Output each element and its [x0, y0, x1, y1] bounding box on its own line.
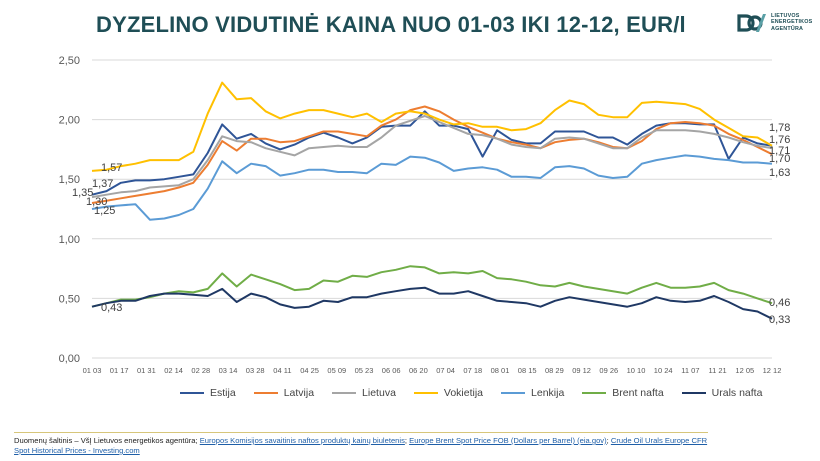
x-tick-label: 11 21	[708, 366, 726, 375]
legend-swatch	[253, 391, 278, 395]
x-tick-label: 06 06	[382, 366, 401, 375]
x-tick-label: 07 18	[463, 366, 482, 375]
start-data-label: 1,30	[86, 196, 107, 208]
x-tick-label: 01 03	[83, 366, 102, 375]
end-data-label: 1,76	[769, 134, 790, 146]
legend-label: Lenkija	[531, 387, 565, 399]
start-data-label: 1,25	[94, 205, 115, 217]
series-line-vokietija	[91, 81, 773, 172]
x-tick-label: 04 25	[300, 366, 319, 375]
x-tick-label: 08 15	[518, 366, 537, 375]
legend-swatch	[413, 391, 438, 395]
end-data-label: 1,63	[769, 167, 790, 179]
legend-swatch	[501, 391, 526, 395]
x-tick-label: 05 23	[355, 366, 374, 375]
legend-item: Vokietija	[413, 387, 484, 399]
end-data-label: 1,78	[769, 122, 790, 134]
legend-item: Lenkija	[501, 387, 564, 399]
start-data-label: 1,35	[72, 187, 93, 199]
line-chart: 0,00 0,50 1,00 1,50 2,00 2,50 01 03 01 17 01 31 0…	[59, 55, 791, 375]
end-data-label: 1,70	[769, 153, 790, 165]
x-tick-label: 08 01	[491, 366, 510, 375]
series-line-latvija	[91, 105, 773, 204]
legend-item: Latvija	[253, 387, 315, 399]
legend-label: Lietuva	[362, 387, 396, 399]
legend-item: Brent nafta	[582, 387, 664, 399]
legend-item: Urals nafta	[681, 387, 763, 399]
start-data-label: 1,37	[92, 178, 113, 190]
x-tick-label: 10 10	[627, 366, 646, 375]
legend-swatch	[582, 391, 607, 395]
logo-line-3: AGENTŪRA	[771, 25, 804, 32]
source-note: Duomenų šaltinis – VšĮ Lietuvos energeti…	[14, 436, 714, 456]
legend-swatch	[332, 391, 357, 395]
source-separator: ;	[606, 436, 611, 445]
source-link-brent[interactable]: Europe Brent Spot Price FOB (Dollars per…	[409, 436, 607, 445]
y-tick-label: 0,50	[59, 293, 80, 305]
end-data-label: 1,71	[769, 145, 790, 157]
source-link-urals[interactable]: Crude Oil Urals Europe CFR Spot Historic…	[14, 436, 708, 455]
agency-logo: LIETUVOS ENERGETIKOS AGENTŪRA	[736, 10, 816, 36]
x-tick-label: 06 20	[409, 366, 428, 375]
x-tick-label: 02 28	[191, 366, 210, 375]
legend-label: Brent nafta	[612, 387, 664, 399]
series-line-brent-nafta	[91, 265, 773, 308]
x-tick-label: 02 14	[164, 366, 183, 375]
legend-label: Latvija	[283, 387, 315, 399]
y-tick-label: 0,00	[59, 353, 80, 365]
x-tick-label: 09 12	[572, 366, 591, 375]
x-tick-label: 01 17	[110, 366, 129, 375]
source-link-ec-bulletin[interactable]: Europos Komisijos savaitinis naftos prod…	[199, 436, 405, 445]
x-tick-label: 01 31	[137, 366, 156, 375]
logo-mark-icon	[737, 14, 766, 32]
source-prefix: Duomenų šaltinis – VšĮ Lietuvos energeti…	[14, 436, 200, 445]
y-tick-label: 2,00	[59, 115, 80, 127]
end-data-label: 0,33	[769, 314, 790, 326]
legend-swatch	[681, 391, 706, 395]
legend-item: Estija	[180, 387, 236, 399]
y-tick-label: 1,50	[59, 174, 80, 186]
x-tick-label: 11 07	[681, 366, 699, 375]
x-tick-label: 03 14	[219, 366, 238, 375]
legend-label: Urals nafta	[711, 387, 763, 399]
source-divider	[14, 432, 708, 433]
x-tick-label: 08 29	[545, 366, 564, 375]
series-line-urals-nafta	[91, 286, 773, 320]
source-separator: ;	[404, 436, 410, 445]
y-tick-label: 1,00	[59, 234, 80, 246]
x-tick-label: 04 11	[273, 366, 291, 375]
y-tick-label: 2,50	[59, 55, 80, 67]
logo-text: LIETUVOS ENERGETIKOS AGENTŪRA	[771, 13, 812, 32]
chart-title: DYZELINO VIDUTINĖ KAINA NUO 01-03 IKI 12…	[96, 12, 686, 37]
end-data-label: 0,46	[769, 297, 790, 309]
x-tick-label: 07 04	[436, 366, 455, 375]
legend-item: Lietuva	[332, 387, 396, 399]
legend-swatch	[180, 391, 204, 395]
x-tick-label: 12 12	[763, 366, 782, 375]
x-tick-label: 05 09	[327, 366, 346, 375]
start-data-label: 0,43	[101, 302, 122, 314]
start-data-label: 1,57	[101, 162, 122, 174]
x-tick-label: 12 05	[735, 366, 754, 375]
logo-line-1: LIETUVOS	[771, 13, 800, 19]
logo-line-2: ENERGETIKOS	[771, 19, 813, 26]
x-tick-label: 10 24	[654, 366, 673, 375]
legend-label: Estija	[210, 387, 236, 399]
chart-legend: Estija Latvija Lietuva Vokietija Lenkija Bren…	[180, 387, 780, 399]
x-tick-label: 09 26	[599, 366, 618, 375]
series-line-lietuva	[91, 115, 773, 199]
x-tick-label: 03 28	[246, 366, 265, 375]
legend-label: Vokietija	[443, 387, 484, 399]
series-line-lenkija	[91, 154, 773, 221]
